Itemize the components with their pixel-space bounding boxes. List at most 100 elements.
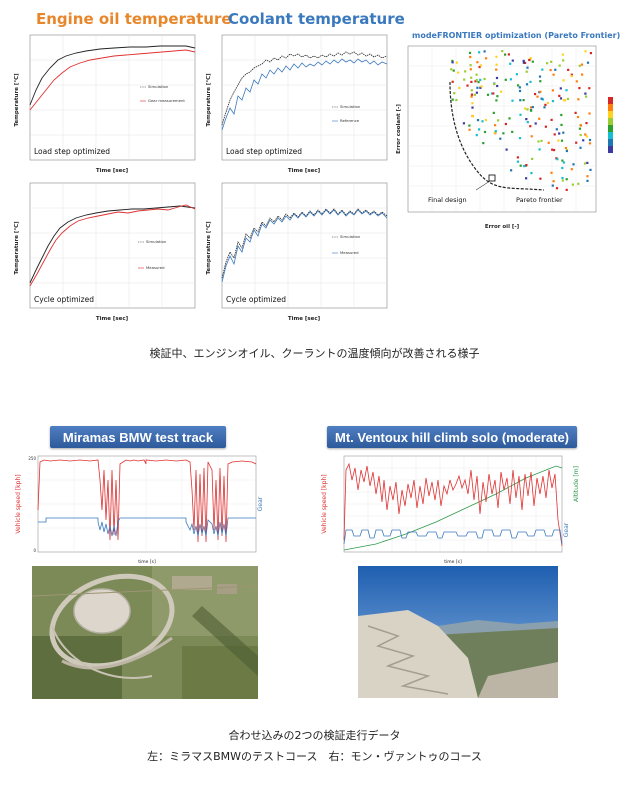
scatter-point — [529, 125, 532, 128]
scatter-point — [561, 166, 564, 170]
scatter-point — [561, 53, 564, 56]
x-axis-label: Time [sec] — [96, 168, 129, 174]
bottom-caption-line2: 左：ミラマスBMWのテストコース 右：モン・ヴァントゥのコース — [147, 750, 482, 763]
scatter-point — [561, 179, 564, 182]
scatter-point — [522, 59, 525, 62]
x-axis-label: Time [sec] — [96, 316, 129, 322]
scatter-point — [546, 101, 549, 105]
scatter-point — [493, 83, 496, 86]
ventoux-title-bar: Mt. Ventoux hill climb solo (moderate) — [327, 426, 577, 448]
scatter-point — [523, 165, 526, 168]
scatter-point — [570, 168, 573, 171]
scatter-point — [539, 177, 542, 180]
scatter-point — [485, 57, 488, 60]
engine-oil-title: Engine oil temperature — [36, 10, 232, 28]
scatter-point — [551, 148, 554, 151]
mode-frontier-title: modeFRONTIER optimization (Pareto Fronti… — [412, 31, 621, 40]
scatter-point — [536, 95, 539, 98]
scatter-point — [518, 89, 522, 93]
scatter-point — [469, 68, 472, 71]
gear-axis-label: Gear — [257, 496, 264, 511]
legend-simulation: Simulation — [340, 104, 361, 109]
legend-simulation: Simulation — [340, 234, 361, 239]
altitude-axis-label: Altitude [m] — [573, 466, 580, 502]
grid — [408, 46, 596, 212]
scatter-point — [529, 80, 532, 83]
scatter-point — [452, 69, 455, 72]
scatter-point — [516, 156, 519, 159]
scatter-point — [538, 148, 541, 151]
pareto-frontier-label: Pareto frontier — [516, 196, 563, 204]
scatter-point — [562, 79, 565, 82]
simulation-line — [29, 45, 196, 106]
scatter-point — [571, 183, 574, 186]
scatter-point — [581, 73, 584, 76]
scatter-point — [500, 90, 503, 93]
scatter-point — [494, 130, 497, 133]
scatter-point — [451, 80, 454, 83]
scatter-point — [511, 99, 514, 102]
scatter-point — [451, 59, 454, 62]
coolant-title: Coolant temperature — [228, 10, 405, 28]
scatter-point — [555, 128, 558, 131]
scatter-point — [451, 98, 454, 101]
scatter-point — [559, 87, 562, 90]
scatter-point — [480, 85, 483, 88]
scatter-point — [525, 70, 528, 73]
scatter-point — [470, 95, 473, 98]
scatter-point — [492, 92, 495, 95]
scatter-point — [505, 148, 508, 151]
scatter-point — [558, 64, 561, 67]
legend-simulation: Simulation — [148, 84, 169, 89]
scatter-point — [478, 65, 481, 69]
scatter-point — [470, 93, 474, 96]
scatter-point — [541, 68, 544, 71]
scatter-point — [561, 159, 564, 162]
scatter-point — [495, 99, 498, 102]
scatter-point — [562, 59, 565, 62]
scatter-point — [543, 106, 546, 109]
scatter-point — [479, 64, 482, 67]
scatter-point — [562, 131, 565, 134]
scatter-point — [510, 169, 513, 172]
scatter-point — [502, 132, 505, 135]
oil-cycle-chart: Simulation Measured Cycle optimized Time… — [14, 182, 196, 322]
scatter-point — [553, 133, 556, 136]
scatter-point — [491, 92, 494, 95]
scatter-point — [550, 118, 553, 121]
svg-text:250: 250 — [28, 456, 36, 461]
scatter-point — [534, 93, 537, 96]
scatter-point — [518, 86, 521, 89]
scatter-point — [504, 78, 507, 81]
validation-caption: 検証中、エンジンオイル、クーラントの温度傾向が改善される様子 — [149, 347, 480, 360]
scatter-point — [495, 68, 498, 71]
scatter-point — [582, 139, 585, 142]
scatter-point — [588, 112, 591, 115]
scatter-point — [555, 187, 559, 190]
scatter-point — [585, 95, 588, 98]
final-design-marker — [488, 174, 496, 182]
scatter-point — [570, 75, 573, 78]
scatter-point — [537, 140, 540, 143]
scatter-point — [552, 73, 555, 76]
scatter-point — [559, 97, 563, 100]
scatter-point — [566, 97, 569, 100]
scatter-point — [496, 95, 499, 98]
scatter-point — [538, 117, 541, 120]
scatter-point — [468, 128, 471, 131]
scatter-point — [511, 59, 514, 62]
scatter-point — [584, 92, 587, 95]
scatter-point — [580, 63, 584, 66]
scatter-point — [469, 64, 472, 67]
scatter-point — [551, 184, 554, 187]
scatter-point — [551, 89, 554, 92]
scatter-point — [479, 78, 482, 81]
scatter-point — [471, 102, 474, 105]
scatter-point — [528, 58, 531, 62]
miramas-aerial-photo — [32, 566, 258, 699]
simulation-line — [221, 208, 388, 279]
scatter-point — [508, 117, 511, 120]
scatter-point — [586, 61, 590, 64]
scatter-point — [475, 91, 478, 94]
scatter-point — [458, 86, 461, 90]
